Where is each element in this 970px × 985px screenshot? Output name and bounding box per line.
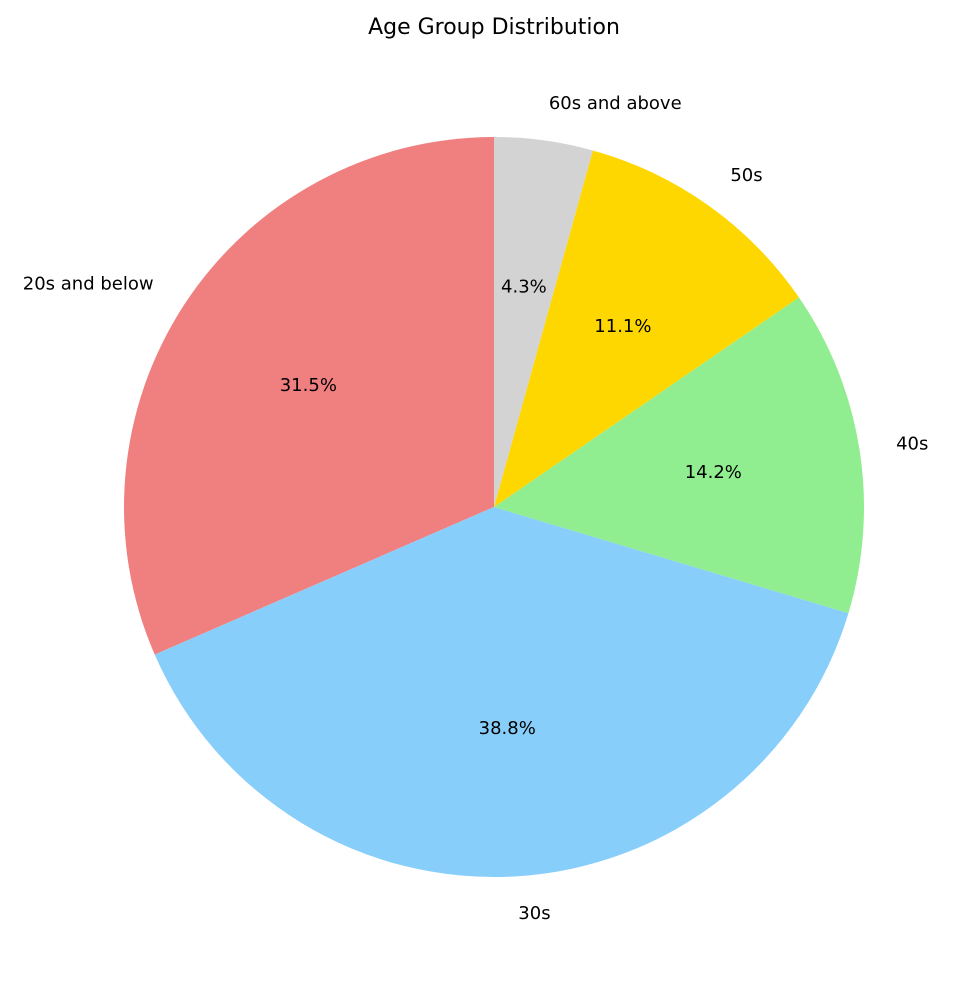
pie-labels: 31.5% 20s and below 38.8% 30s 14.2% 40s 11.1% 5… [23,93,929,924]
slice-category-label: 20s and below [23,273,154,294]
pie-slice-2 [494,297,864,614]
slice-percent-label: 14.2% [685,462,742,483]
slice-category-label: 50s [730,165,762,186]
pie-slice-4 [494,137,593,507]
slice-percent-label: 38.8% [479,718,536,739]
slice-category-label: 40s [896,433,928,454]
chart-title: Age Group Distribution [368,15,620,40]
slice-percent-label: 31.5% [280,375,337,396]
pie-slice-0 [123,137,495,655]
slice-category-label: 60s and above [549,93,682,114]
slice-percent-label: 11.1% [594,316,651,337]
slice-percent-label: 4.3% [501,277,547,298]
pie-slice-1 [154,507,849,878]
slice-category-label: 30s [518,903,550,924]
pie-slice-3 [494,150,799,507]
pie-slices [123,137,864,878]
